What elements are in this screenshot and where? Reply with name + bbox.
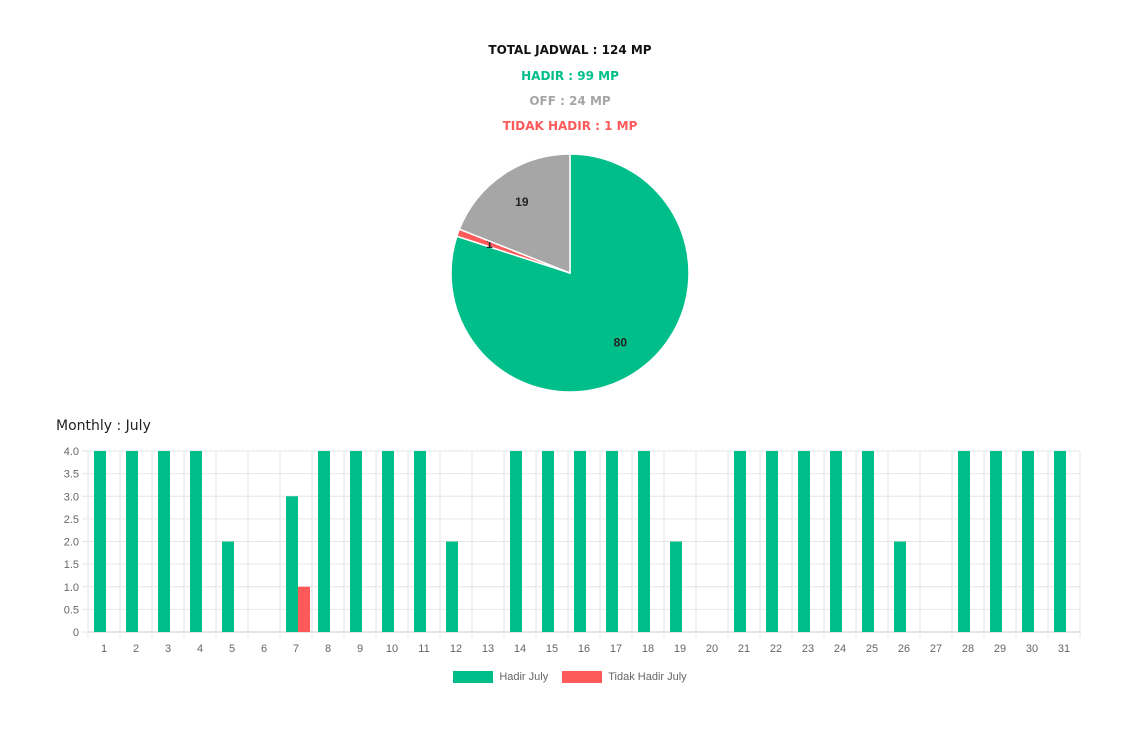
x-tick-label: 17 [610, 643, 622, 655]
bar-hadir-day-19[interactable] [670, 541, 682, 633]
y-tick-label: 2.0 [64, 537, 79, 549]
bar-hadir-day-31[interactable] [1054, 451, 1066, 632]
summary-total: TOTAL JADWAL : 124 MP [488, 43, 652, 57]
x-tick-label: 24 [834, 643, 846, 655]
x-tick-label: 27 [930, 643, 942, 655]
x-tick-label: 28 [962, 643, 974, 655]
x-tick-label: 7 [293, 643, 299, 655]
bar-hadir-day-18[interactable] [638, 451, 650, 632]
legend-swatch-tidak-hadir [562, 671, 603, 683]
summary-tidak-hadir: TIDAK HADIR : 1 MP [502, 119, 638, 133]
bar-hadir-day-9[interactable] [350, 451, 362, 632]
x-tick-label: 19 [674, 643, 686, 655]
bar-hadir-day-15[interactable] [542, 451, 554, 632]
bar-hadir-day-26[interactable] [894, 541, 906, 633]
summary-off: OFF : 24 MP [529, 94, 611, 108]
legend-item-tidak-hadir[interactable]: Tidak Hadir July [562, 671, 687, 683]
x-tick-label: 11 [418, 643, 429, 655]
bar-hadir-day-8[interactable] [318, 451, 330, 632]
bar-legend: Hadir July Tidak Hadir July [0, 671, 1140, 683]
bar-hadir-day-16[interactable] [574, 451, 586, 632]
x-tick-label: 15 [546, 643, 558, 655]
bar-hadir-day-10[interactable] [382, 451, 394, 632]
x-tick-label: 12 [450, 643, 462, 655]
x-tick-label: 20 [706, 643, 718, 655]
x-tick-label: 22 [770, 643, 782, 655]
x-tick-label: 8 [325, 643, 331, 655]
legend-item-hadir[interactable]: Hadir July [453, 671, 548, 683]
legend-swatch-hadir [453, 671, 494, 683]
x-tick-label: 16 [578, 643, 590, 655]
x-tick-label: 26 [898, 643, 910, 655]
bar-hadir-day-24[interactable] [830, 451, 842, 632]
x-tick-label: 14 [514, 643, 526, 655]
x-tick-label: 4 [197, 643, 203, 655]
bar-hadir-day-7[interactable] [286, 496, 298, 632]
pie-label-tidak-hadir: 1 [486, 237, 493, 251]
y-tick-label: 1.0 [64, 582, 79, 594]
bar-hadir-day-21[interactable] [734, 451, 746, 632]
bar-hadir-day-30[interactable] [1022, 451, 1034, 632]
x-tick-label: 5 [229, 643, 235, 655]
monthly-chart-title: Monthly : July [56, 418, 151, 434]
bar-hadir-day-25[interactable] [862, 451, 874, 632]
x-tick-label: 29 [994, 643, 1006, 655]
bar-hadir-day-17[interactable] [606, 451, 618, 632]
pie-chart: 80 1 19 [450, 153, 690, 393]
pie-label-hadir: 80 [614, 335, 628, 349]
legend-label-tidak-hadir: Tidak Hadir July [608, 671, 687, 683]
y-tick-label: 2.5 [64, 514, 79, 526]
x-tick-label: 25 [866, 643, 878, 655]
x-tick-label: 3 [165, 643, 171, 655]
x-tick-label: 1 [101, 643, 107, 655]
bar-hadir-day-28[interactable] [958, 451, 970, 632]
x-tick-label: 30 [1026, 643, 1038, 655]
bar-hadir-day-5[interactable] [222, 541, 234, 633]
bar-hadir-day-22[interactable] [766, 451, 778, 632]
y-tick-label: 3.5 [64, 469, 79, 481]
monthly-bar-chart: 00.51.01.52.02.53.03.54.01 2 3 4 5 6 7 8 9 10 11 12… [64, 446, 1081, 655]
pie-slice-off[interactable] [458, 153, 571, 275]
bar-hadir-day-4[interactable] [190, 451, 202, 632]
bar-hadir-day-12[interactable] [446, 541, 458, 633]
x-tick-label: 18 [642, 643, 654, 655]
bar-tidak-hadir-day-7[interactable] [298, 586, 310, 632]
bar-hadir-day-23[interactable] [798, 451, 810, 632]
y-tick-label: 0 [73, 627, 79, 639]
y-tick-label: 3.0 [64, 491, 79, 503]
x-tick-label: 10 [386, 643, 398, 655]
x-tick-label: 6 [261, 643, 267, 655]
legend-label-hadir: Hadir July [499, 671, 549, 683]
bar-hadir-day-2[interactable] [126, 451, 138, 632]
bar-hadir-day-14[interactable] [510, 451, 522, 632]
x-tick-label: 23 [802, 643, 814, 655]
y-tick-label: 4.0 [64, 446, 79, 458]
bar-hadir-day-1[interactable] [94, 451, 106, 632]
bar-hadir-day-3[interactable] [158, 451, 170, 632]
x-tick-label: 31 [1058, 643, 1070, 655]
y-tick-label: 1.5 [64, 559, 79, 571]
bar-hadir-day-11[interactable] [414, 451, 426, 632]
x-tick-label: 21 [738, 643, 750, 655]
x-tick-label: 2 [133, 643, 139, 655]
x-tick-label: 9 [357, 643, 363, 655]
pie-slice-hadir[interactable] [450, 153, 690, 393]
pie-label-off: 19 [515, 195, 529, 209]
summary-hadir: HADIR : 99 MP [521, 69, 619, 83]
x-tick-label: 13 [482, 643, 494, 655]
bar-hadir-day-29[interactable] [990, 451, 1002, 632]
y-tick-label: 0.5 [64, 604, 79, 616]
